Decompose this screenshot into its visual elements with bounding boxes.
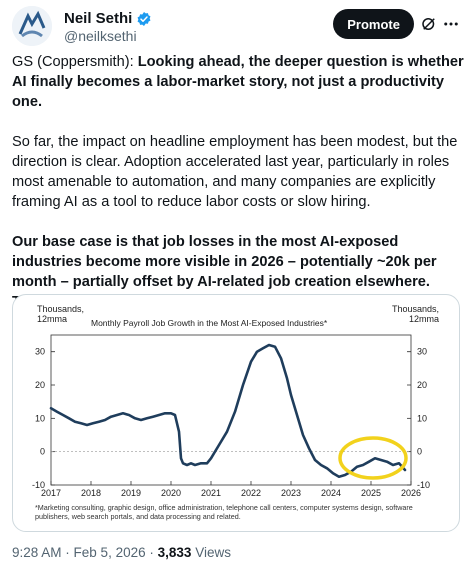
avatar-logo-icon [12, 6, 52, 46]
y-tick-label-left: 20 [35, 380, 45, 390]
y-tick-label-left: 10 [35, 413, 45, 423]
x-tick-label: 2019 [121, 488, 141, 498]
post-paragraph-2: So far, the impact on headline employmen… [12, 132, 464, 212]
x-tick-label: 2025 [361, 488, 381, 498]
chart-y-label-left: Thousands, 12mma [37, 304, 84, 324]
x-tick-label: 2017 [41, 488, 61, 498]
post-meta: 9:28 AM · Feb 5, 2026 · 3,833 Views [12, 545, 231, 560]
highlight-circle [338, 436, 408, 480]
paragraph-1-bold: Looking ahead, the deeper question is wh… [12, 54, 464, 110]
meta-separator-2: · [149, 545, 158, 560]
post-date[interactable]: Feb 5, 2026 [73, 545, 146, 560]
x-tick-label: 2026 [401, 488, 421, 498]
author-handle[interactable]: @neilksethi [64, 28, 137, 44]
y-tick-label-left: -10 [32, 480, 45, 490]
x-tick-label: 2023 [281, 488, 301, 498]
y-tick-label-left: 30 [35, 347, 45, 357]
views-count: 3,833 [157, 545, 192, 560]
post-header: Neil Sethi @neilksethi Promote [12, 6, 460, 46]
chart-series [49, 343, 407, 478]
x-tick-label: 2018 [81, 488, 101, 498]
post-paragraph-1: GS (Coppersmith): Looking ahead, the dee… [12, 52, 464, 112]
promote-button[interactable]: Promote [333, 9, 414, 39]
avatar[interactable] [12, 6, 52, 46]
author-name[interactable]: Neil Sethi [64, 10, 133, 27]
y-tick-label-left: 0 [40, 447, 45, 457]
more-options-icon[interactable] [442, 15, 460, 33]
y-tick-label-right: -10 [417, 480, 430, 490]
plot-frame [50, 334, 412, 486]
views-label: Views [195, 545, 231, 560]
chart-y-label-right: Thousands, 12mma [392, 304, 439, 324]
x-tick-label: 2020 [161, 488, 181, 498]
payroll-chart: Thousands, 12mma Thousands, 12mma Monthly … [32, 304, 439, 521]
meta-separator-1: · [65, 545, 74, 560]
paragraph-2-plain: So far, the impact on headline employmen… [12, 134, 458, 210]
chart-title: Monthly Payroll Job Growth in the Most A… [91, 318, 328, 328]
x-tick-label: 2024 [321, 488, 341, 498]
y-tick-label-right: 30 [417, 347, 427, 357]
post-time[interactable]: 9:28 AM [12, 545, 62, 560]
verified-badge-icon [137, 11, 151, 26]
x-tick-label: 2022 [241, 488, 261, 498]
x-tick-label: 2021 [201, 488, 221, 498]
series-line [49, 343, 407, 478]
grok-icon[interactable] [420, 15, 438, 33]
paragraph-1-plain: GS (Coppersmith): [12, 54, 138, 70]
chart-image[interactable]: Thousands, 12mma Thousands, 12mma Monthly … [12, 294, 460, 532]
y-tick-label-right: 20 [417, 380, 427, 390]
y-tick-label-right: 10 [417, 413, 427, 423]
y-tick-label-right: 0 [417, 447, 422, 457]
chart-footnote: *Marketing consulting, graphic design, o… [35, 503, 413, 521]
name-row: Neil Sethi [64, 10, 152, 27]
